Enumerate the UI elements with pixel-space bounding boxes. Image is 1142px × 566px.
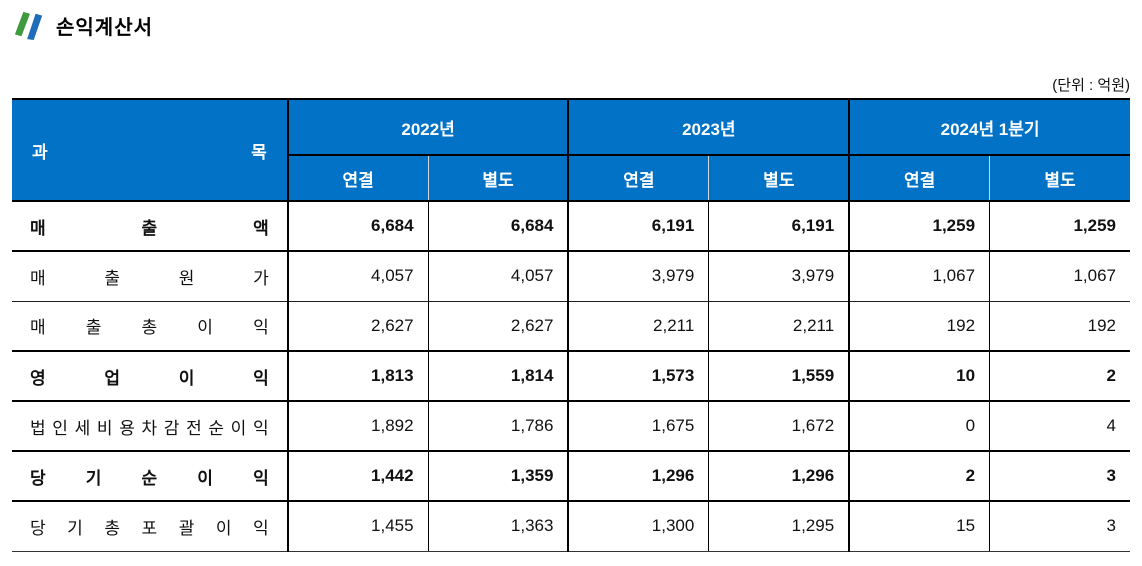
value-cell: 2,627 <box>427 301 569 352</box>
value-cell: 192 <box>989 301 1130 352</box>
header-year-2024q1: 2024년 1분기 <box>848 98 1130 156</box>
header-sub-consolidated: 연결 <box>848 154 990 202</box>
value-cell: 1,259 <box>848 200 990 252</box>
company-logo-icon <box>14 11 43 41</box>
unit-note: (단위 : 억원) <box>1052 77 1130 94</box>
value-cell: 1,259 <box>989 200 1130 252</box>
value-cell: 6,684 <box>427 200 569 252</box>
header-year-2023: 2023년 <box>567 98 850 156</box>
page-title: 손익계산서 <box>56 16 153 39</box>
value-cell: 1,067 <box>989 251 1130 302</box>
value-cell: 1,067 <box>848 251 990 302</box>
header-sub-separate: 별도 <box>989 154 1130 202</box>
value-cell: 1,295 <box>708 501 850 552</box>
value-cell: 1,359 <box>427 450 569 502</box>
value-cell: 1,296 <box>708 450 850 502</box>
header-year-2022: 2022년 <box>286 98 569 156</box>
value-cell: 1,296 <box>567 450 709 502</box>
value-cell: 1,573 <box>567 350 709 402</box>
value-cell: 2,211 <box>567 301 709 352</box>
value-cell: 6,684 <box>286 200 429 252</box>
value-cell: 1,813 <box>286 350 429 402</box>
value-cell: 192 <box>848 301 990 352</box>
header-sub-separate: 별도 <box>708 154 850 202</box>
brand-header: 손익계산서 <box>12 8 1130 42</box>
value-cell: 2 <box>989 350 1130 402</box>
value-cell: 3,979 <box>708 251 850 302</box>
value-cell: 1,363 <box>427 501 569 552</box>
value-cell: 4,057 <box>427 251 569 302</box>
header-sub-consolidated: 연결 <box>567 154 709 202</box>
value-cell: 10 <box>848 350 990 402</box>
value-cell: 6,191 <box>567 200 709 252</box>
value-cell: 3 <box>989 501 1130 552</box>
value-cell: 1,892 <box>286 401 429 452</box>
value-cell: 0 <box>848 401 990 452</box>
value-cell: 1,300 <box>567 501 709 552</box>
value-cell: 1,675 <box>567 401 709 452</box>
header-sub-separate: 별도 <box>427 154 569 202</box>
value-cell: 1,814 <box>427 350 569 402</box>
value-cell: 1,455 <box>286 501 429 552</box>
value-cell: 1,786 <box>427 401 569 452</box>
value-cell: 2,211 <box>708 301 850 352</box>
header-sub-consolidated: 연결 <box>286 154 429 202</box>
value-cell: 3 <box>989 450 1130 502</box>
value-cell: 1,559 <box>708 350 850 402</box>
value-cell: 3,979 <box>567 251 709 302</box>
value-cell: 4 <box>989 401 1130 452</box>
value-cell: 6,191 <box>708 200 850 252</box>
value-cell: 1,672 <box>708 401 850 452</box>
value-cell: 2 <box>848 450 990 502</box>
value-cell: 2,627 <box>286 301 429 352</box>
value-cell: 4,057 <box>286 251 429 302</box>
value-cell: 15 <box>848 501 990 552</box>
value-cell: 1,442 <box>286 450 429 502</box>
